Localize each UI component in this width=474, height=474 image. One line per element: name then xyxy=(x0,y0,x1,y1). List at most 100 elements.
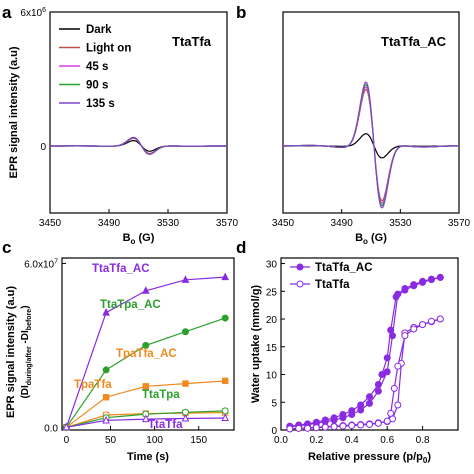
x-tick-label: 3570 xyxy=(448,218,471,229)
data-point-ttatfa xyxy=(62,422,71,431)
data-point-ttatfa xyxy=(383,417,391,425)
data-point-ttatpa-ac xyxy=(142,341,150,349)
data-point-ttatfa xyxy=(181,413,190,422)
data-point-ttatfa-ac xyxy=(221,272,229,281)
legend-label: Dark xyxy=(86,24,112,36)
data-point-ttatfa-ac xyxy=(181,275,190,283)
y-axis-label-2: (DIduring/after -DIbefore) xyxy=(20,305,33,398)
x-axis-label: Time (s) xyxy=(127,451,169,463)
panel-a-letter: a xyxy=(2,3,12,22)
y-tick-label: 10 xyxy=(266,371,278,382)
data-point-ttatfa xyxy=(427,317,435,325)
data-point-ttatfa xyxy=(419,321,427,329)
panelB-frame xyxy=(282,11,460,214)
x-tick-label: 3570 xyxy=(216,218,239,229)
series-annotation: TtaTfa_AC xyxy=(92,263,150,275)
y-tick-label: 20 xyxy=(266,315,278,326)
panel-d-letter: d xyxy=(236,238,246,257)
x-axis-label: Relative pressure (p/p0) xyxy=(308,451,431,465)
data-point-ttatfa-ac xyxy=(436,273,444,281)
data-point-ttatfa-ac xyxy=(321,416,329,424)
data-point-ttatfa-ac xyxy=(374,387,382,395)
y-tick-label: 0 xyxy=(271,426,277,437)
data-point-ttatfa-ac xyxy=(383,368,391,376)
panel-title: TtaTfa xyxy=(172,34,212,49)
data-point-ttatfa xyxy=(295,424,303,432)
legend-marker xyxy=(296,263,304,271)
data-point-ttatfa-ac xyxy=(378,371,386,379)
series-annotation: TtaTfa xyxy=(148,419,183,431)
data-point-ttatfa xyxy=(387,409,395,417)
data-point-ttatfa xyxy=(304,424,312,432)
x-tick-label: 0.6 xyxy=(380,435,394,446)
data-point-ttatfa xyxy=(221,413,229,421)
data-point-ttatfa xyxy=(366,420,373,428)
data-point-ttatfa-ac xyxy=(374,381,382,389)
y-tick-label: 25 xyxy=(266,287,278,298)
data-point-ttatfa xyxy=(102,415,110,424)
legend-label: Light on xyxy=(86,43,131,55)
data-point-ttatfa xyxy=(357,421,365,429)
data-point-ttatfa-ac xyxy=(102,307,110,316)
legend-marker xyxy=(296,280,304,288)
panel-c-letter: c xyxy=(2,238,11,257)
data-point-ttatpa xyxy=(221,407,229,415)
x-tick-label: 0.0 xyxy=(274,435,288,446)
data-point-ttatpa-ac xyxy=(181,328,189,336)
y-axis-label: Water uptake (mmol/g) xyxy=(250,285,262,403)
data-point-ttatfa xyxy=(339,422,347,430)
legend-label: 45 s xyxy=(86,61,108,73)
x-tick-label: 3530 xyxy=(157,218,180,229)
x-tick-label: 3530 xyxy=(389,218,412,229)
x-tick-label: 150 xyxy=(190,435,207,446)
data-point-ttatfa xyxy=(141,414,150,423)
data-point-ttatfa xyxy=(410,325,418,333)
data-point-ttatpa-ac xyxy=(102,366,110,374)
y-tick-label: 0.0 xyxy=(44,423,58,434)
panelA-frame xyxy=(49,11,228,214)
series-line-135-s xyxy=(283,81,459,209)
data-point-ttatpa-ac xyxy=(221,314,229,322)
panel-d-water-uptake: 0.0 0.2 0.4 0.6 0.8 0 5 10 15 20 25 30 Relative pres… xyxy=(250,257,459,465)
data-point-ttatfa-ac xyxy=(401,286,409,294)
series-annotation: TtaTpa xyxy=(142,389,180,401)
data-point-ttatfa-ac xyxy=(387,326,395,334)
data-point-ttatfa-ac xyxy=(366,393,373,401)
series-line-ttatfa-desorption xyxy=(289,318,441,430)
x-tick-label: 0.8 xyxy=(416,435,430,446)
panel-title: TtaTfa_AC xyxy=(381,34,447,49)
x-tick-label: 3490 xyxy=(331,218,354,229)
data-point-ttatfa xyxy=(286,425,294,433)
y-tick-label: 5 xyxy=(271,398,277,409)
data-point-ttatfa-ac xyxy=(410,282,418,290)
data-point-ttatfa xyxy=(321,423,329,431)
data-point-ttatfa-ac xyxy=(141,286,150,294)
data-point-ttatfa xyxy=(330,423,338,431)
y-tick-label: 6.0x107 xyxy=(24,258,58,270)
panel-b-letter: b xyxy=(236,3,246,22)
y-axis-label: EPR signal intensity (a.u) xyxy=(8,46,20,178)
y-tick-label: 6x106 xyxy=(20,7,46,19)
legend-label: 135 s xyxy=(86,98,115,110)
legend-label: TtaTfa_AC xyxy=(315,262,373,274)
x-tick-label: 50 xyxy=(105,435,117,446)
y-tick-label: 15 xyxy=(266,343,278,354)
panel-a-epr-ttatfa: 3450 3490 3530 3570 6x106 0 EPR signal intensi… xyxy=(8,7,239,246)
data-point-tpatfa-ac xyxy=(182,380,189,387)
y-tick-label: 30 xyxy=(266,260,278,271)
data-point-tpatfa-ac xyxy=(142,383,149,390)
x-tick-label: 0 xyxy=(64,435,70,446)
series-annotation: TtaTpa_AC xyxy=(100,299,161,311)
data-point-ttatfa-ac xyxy=(339,410,347,418)
series-line-ttatfa-ac-adsorption xyxy=(289,276,441,428)
panelD-frame xyxy=(280,257,459,431)
series-line-ttatfa-ac-desorption xyxy=(289,276,441,427)
data-point-ttatfa xyxy=(390,384,398,392)
data-point-ttatfa xyxy=(436,315,444,323)
data-point-ttatfa xyxy=(348,422,356,430)
y-tick-label: 0 xyxy=(40,142,46,153)
data-point-ttatfa-ac xyxy=(366,399,373,407)
series-annotation: TpaTfa_AC xyxy=(116,348,177,360)
data-point-tpatfa-ac xyxy=(102,394,110,401)
